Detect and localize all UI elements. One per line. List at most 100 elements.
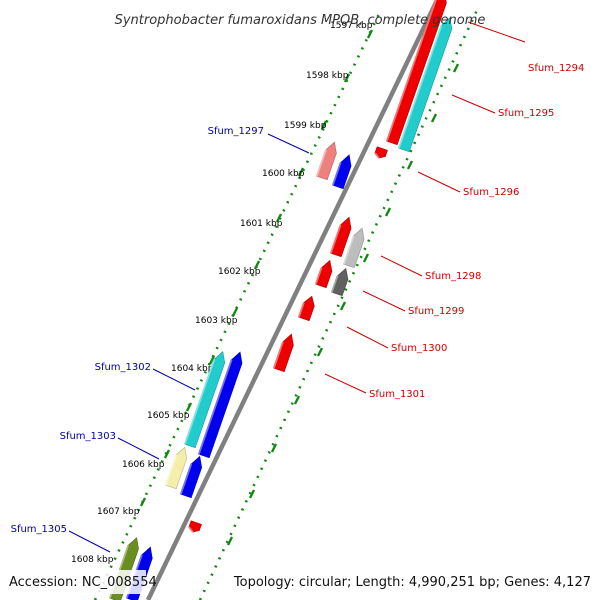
gene-sfum-1302-partner-highlight <box>197 359 233 455</box>
gene-sfum-1298-red <box>329 216 352 258</box>
callout-line-sfum-1296 <box>417 171 461 193</box>
kbp-tick-label: 1602 kbp <box>218 267 261 277</box>
summary-backdrop <box>255 570 595 594</box>
gene-sfum-1296-highlight <box>374 152 380 159</box>
kbp-tick-label: 1598 kbp <box>306 71 349 81</box>
gene-sfum-1300 <box>297 295 315 322</box>
ruler-tick-left-0 <box>366 29 374 39</box>
ruler-tick-right-5 <box>339 301 347 311</box>
ruler-tick-right-3 <box>384 207 392 217</box>
ruler-tick-left-2 <box>320 120 328 130</box>
gene-sfum-1297-partner <box>331 154 352 190</box>
gene-sfum-1299 <box>330 267 349 297</box>
ruler-tick-right-10 <box>226 536 234 546</box>
gene-sfum-1294-highlight <box>385 0 437 142</box>
gene-sfum-1303-body <box>165 446 188 490</box>
ruler-tick-right-4 <box>362 253 370 263</box>
gene-small-red <box>188 520 202 533</box>
gene-sfum-1299-red-body <box>315 259 333 289</box>
gene-sfum-1303 <box>164 446 188 490</box>
gene-sfum-1299-highlight <box>330 275 339 293</box>
ruler-tick-right-6 <box>316 347 324 357</box>
ruler-tick-right-0 <box>452 63 460 73</box>
gene-sfum-1302-partner <box>197 351 243 459</box>
gene-label-sfum-1296: Sfum_1296 <box>463 187 519 198</box>
kbp-tick-label: 1599 kbp <box>284 121 327 131</box>
callout-line-sfum-1299 <box>362 290 406 312</box>
genome-summary-text: Topology: circular; Length: 4,990,251 bp… <box>233 575 591 590</box>
kbp-tick-label: 1607 kbp <box>97 507 140 517</box>
callout-line-sfum-1294 <box>467 21 526 43</box>
gene-label-sfum-1302: Sfum_1302 <box>95 362 151 373</box>
ruler-tick-left-5 <box>253 260 261 270</box>
gene-label-sfum-1305: Sfum_1305 <box>11 524 67 535</box>
ruler-tick-left-8 <box>185 402 193 412</box>
kbp-tick-label: 1604 kbp <box>171 364 214 374</box>
genome-backbone <box>145 0 440 600</box>
callout-line-sfum-1305 <box>68 530 111 553</box>
callout-line-sfum-1295 <box>451 94 496 114</box>
gene-sfum-1296 <box>374 146 388 159</box>
gene-sfum-1297-partner-highlight <box>331 162 342 186</box>
gene-sfum-1301 <box>272 333 294 373</box>
ruler-tick-left-3 <box>297 167 305 177</box>
kbp-tick-label: 1606 kbp <box>122 460 165 470</box>
callout-line-sfum-1303 <box>117 437 160 460</box>
callout-line-sfum-1298 <box>380 255 423 277</box>
callout-line-sfum-1301 <box>324 373 367 394</box>
ruler-tick-left-6 <box>231 307 239 317</box>
gene-sfum-1298 <box>342 227 365 269</box>
gene-label-sfum-1298: Sfum_1298 <box>425 271 481 282</box>
gene-sfum-1302-highlight <box>183 358 216 445</box>
ruler-tick-right-7 <box>293 395 301 405</box>
gene-sfum-1299-red-highlight <box>314 267 323 285</box>
gene-sfum-1301-highlight <box>272 341 284 369</box>
ruler-tick-right-9 <box>248 489 256 499</box>
ruler-tick-right-1 <box>430 113 438 123</box>
gene-sfum-1301-body <box>273 333 294 373</box>
callout-line-sfum-1300 <box>346 326 389 349</box>
kbp-tick-label-faded: 1597 kbp <box>330 21 373 31</box>
kbp-tick-label: 1608 kbp <box>71 555 114 565</box>
callout-line-sfum-1297 <box>267 133 310 154</box>
gene-sfum-1298-red-highlight <box>329 224 342 254</box>
ruler-tick-left-4 <box>275 213 283 223</box>
gene-sfum-1299-body <box>331 267 349 297</box>
gene-label-sfum-1299: Sfum_1299 <box>408 306 464 317</box>
kbp-tick-label: 1601 kbp <box>240 219 283 229</box>
gene-features <box>108 0 453 600</box>
gene-sfum-1294 <box>385 0 447 146</box>
kbp-ruler: 1597 kbp 1598 kbp 1599 kbp 1600 kbp 1601 kbp… <box>71 7 480 600</box>
gene-sfum-1303-partner-highlight <box>179 463 193 495</box>
gene-sfum-1298-highlight <box>342 235 355 265</box>
gene-sfum-1299-red <box>314 259 333 289</box>
gene-label-sfum-1295: Sfum_1295 <box>498 108 554 119</box>
gene-label-sfum-1294: Sfum_1294 <box>528 63 584 74</box>
gene-sfum-1297-highlight <box>315 149 327 177</box>
ruler-tick-left-1 <box>343 73 351 83</box>
gene-small-red-highlight <box>188 526 194 533</box>
gene-sfum-1297-body <box>316 141 337 181</box>
gene-label-sfum-1301: Sfum_1301 <box>369 389 425 400</box>
accession-text: Accession: NC_008554 <box>9 575 157 590</box>
ruler-track-right <box>198 7 480 600</box>
gene-sfum-1300-highlight <box>297 302 305 318</box>
gene-sfum-1297 <box>315 141 337 181</box>
ruler-tick-left-9 <box>163 449 171 459</box>
ruler-tick-right-2 <box>406 160 414 170</box>
ruler-tick-left-7 <box>208 355 216 365</box>
gene-sfum-1303-partner <box>179 455 203 499</box>
accession-backdrop <box>4 570 146 594</box>
ruler-tick-right-8 <box>270 443 278 453</box>
ruler-tick-left-10 <box>139 497 147 507</box>
gene-label-sfum-1297: Sfum_1297 <box>208 126 264 137</box>
gene-label-sfum-1303: Sfum_1303 <box>60 431 116 442</box>
backbone-line <box>145 0 440 600</box>
gene-sfum-1295-highlight <box>397 25 443 149</box>
gene-sfum-1303-highlight <box>164 454 178 486</box>
gene-label-sfum-1300: Sfum_1300 <box>391 343 447 354</box>
kbp-tick-label: 1603 kbp <box>195 316 238 326</box>
map-title: Syntrophobacter fumaroxidans MPOB, compl… <box>115 13 486 28</box>
gene-sfum-1295 <box>397 17 453 153</box>
